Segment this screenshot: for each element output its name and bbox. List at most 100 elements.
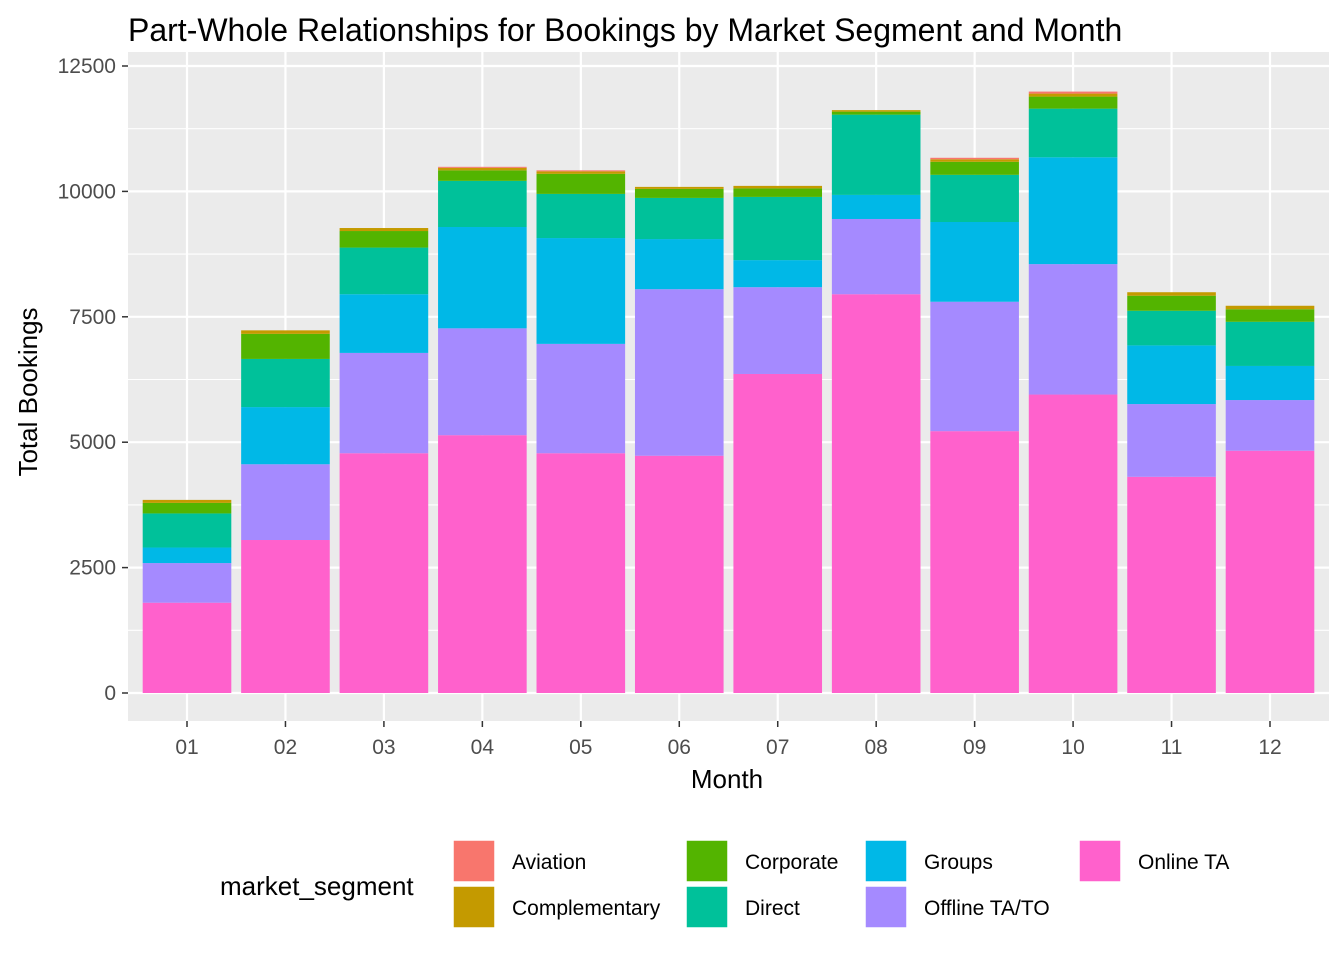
legend-label-direct: Direct: [745, 897, 800, 920]
bar-segment-direct-02: [241, 358, 330, 408]
bar-segment-groups-04: [438, 227, 527, 329]
bar-segment-online-ta-10: [1028, 394, 1118, 693]
legend-key-offline-ta-to: [864, 885, 908, 929]
bar-segment-corporate-02: [241, 333, 330, 359]
bar-segment-direct-07: [733, 196, 823, 261]
bar-segment-offline-ta-to-03: [339, 352, 429, 454]
bar-segment-complementary-09: [930, 159, 1019, 162]
legend-key-online-ta: [1078, 839, 1122, 883]
bar-segment-groups-05: [536, 238, 626, 344]
bars: [142, 91, 1315, 693]
bar-segment-corporate-08: [831, 111, 921, 115]
bar-segment-direct-09: [930, 174, 1019, 222]
y-tick-label: 12500: [58, 55, 116, 78]
bar-segment-complementary-03: [339, 228, 429, 232]
bar-segment-corporate-05: [536, 173, 626, 194]
bar-segment-corporate-06: [634, 188, 724, 198]
bar-segment-aviation-04: [438, 166, 527, 168]
x-tick-label: 02: [274, 736, 297, 759]
x-axis-title: Month: [691, 764, 763, 794]
bar-segment-online-ta-01: [142, 602, 232, 693]
bar-segment-online-ta-05: [536, 453, 626, 693]
legend-key-direct: [685, 885, 729, 929]
y-tick-label: 5000: [69, 431, 116, 454]
legend-key-complementary: [452, 885, 496, 929]
bar-segment-groups-11: [1127, 345, 1216, 405]
bar-segment-offline-ta-to-12: [1225, 400, 1315, 451]
x-tick-label: 06: [668, 736, 691, 759]
bar-segment-groups-09: [930, 221, 1019, 302]
bar-segment-direct-10: [1028, 108, 1118, 158]
legend-label-online-ta: Online TA: [1138, 851, 1229, 874]
legend-key-corporate: [685, 839, 729, 883]
bar-segment-online-ta-03: [339, 453, 429, 693]
legend-label-aviation: Aviation: [512, 851, 586, 874]
bar-segment-complementary-12: [1225, 305, 1315, 310]
bar-segment-complementary-05: [536, 171, 626, 174]
y-tick-label: 2500: [69, 557, 116, 580]
bar-segment-groups-06: [634, 239, 724, 290]
bar-segment-offline-ta-to-05: [536, 343, 626, 454]
bar-segment-corporate-01: [142, 502, 232, 514]
y-axis-title: Total Bookings: [13, 307, 43, 476]
bar-segment-aviation-09: [930, 157, 1019, 160]
y-axis: 0 2500 5000 7500 10000 12500: [58, 55, 128, 705]
legend-label-corporate: Corporate: [745, 851, 838, 874]
bar-segment-groups-02: [241, 407, 330, 465]
bar-segment-offline-ta-to-11: [1127, 404, 1216, 477]
bar-segment-offline-ta-to-01: [142, 563, 232, 603]
bar-segment-direct-05: [536, 193, 626, 239]
bar-segment-complementary-04: [438, 167, 527, 171]
x-tick-label: 10: [1061, 736, 1084, 759]
bar-segment-direct-11: [1127, 310, 1216, 346]
bar-segment-direct-01: [142, 513, 232, 548]
bar-segment-corporate-10: [1028, 96, 1118, 109]
x-tick-label: 12: [1258, 736, 1281, 759]
bar-segment-groups-07: [733, 260, 823, 288]
bar-segment-complementary-07: [733, 185, 823, 189]
bar-segment-offline-ta-to-08: [831, 218, 921, 295]
bar-segment-corporate-09: [930, 161, 1019, 175]
bar-segment-complementary-02: [241, 330, 330, 334]
bar-segment-corporate-12: [1225, 309, 1315, 322]
bar-segment-complementary-08: [831, 110, 921, 112]
bar-segment-aviation-05: [536, 170, 626, 172]
x-tick-label: 01: [175, 736, 198, 759]
bar-segment-groups-10: [1028, 157, 1118, 265]
bar-segment-complementary-01: [142, 499, 232, 503]
legend-label-complementary: Complementary: [512, 897, 661, 920]
legend-label-offline-ta-to: Offline TA/TO: [924, 897, 1050, 920]
bar-segment-offline-ta-to-06: [634, 289, 724, 456]
x-tick-label: 04: [471, 736, 495, 759]
bar-segment-corporate-03: [339, 231, 429, 248]
bar-segment-online-ta-07: [733, 373, 823, 693]
x-tick-label: 05: [569, 736, 592, 759]
x-tick-label: 09: [963, 736, 986, 759]
x-axis: 01 02 03 04 05 06 07 08 09 10 11 12: [175, 721, 1282, 759]
y-tick-label: 7500: [69, 306, 116, 329]
bar-segment-online-ta-06: [634, 455, 724, 693]
bar-segment-online-ta-02: [241, 540, 330, 693]
bar-segment-groups-01: [142, 547, 232, 564]
legend: market_segment Aviation Complementary Corp…: [220, 839, 1229, 929]
bar-segment-online-ta-08: [831, 294, 921, 693]
bar-segment-online-ta-04: [438, 435, 527, 693]
bar-segment-groups-03: [339, 294, 429, 353]
bar-segment-corporate-11: [1127, 295, 1216, 311]
bar-segment-online-ta-09: [930, 431, 1019, 693]
bar-segment-offline-ta-to-07: [733, 287, 823, 374]
bar-segment-offline-ta-to-09: [930, 301, 1019, 432]
bar-segment-online-ta-11: [1127, 476, 1216, 693]
x-tick-label: 11: [1161, 736, 1183, 759]
bar-segment-complementary-11: [1127, 292, 1216, 296]
bar-segment-aviation-10: [1028, 91, 1118, 94]
bar-segment-groups-08: [831, 194, 921, 219]
bar-segment-groups-12: [1225, 365, 1315, 401]
bar-segment-direct-04: [438, 180, 527, 228]
x-tick-label: 07: [766, 736, 789, 759]
legend-key-groups: [864, 839, 908, 883]
bar-segment-offline-ta-to-04: [438, 328, 527, 436]
legend-title: market_segment: [220, 871, 414, 901]
bar-segment-corporate-04: [438, 170, 527, 181]
